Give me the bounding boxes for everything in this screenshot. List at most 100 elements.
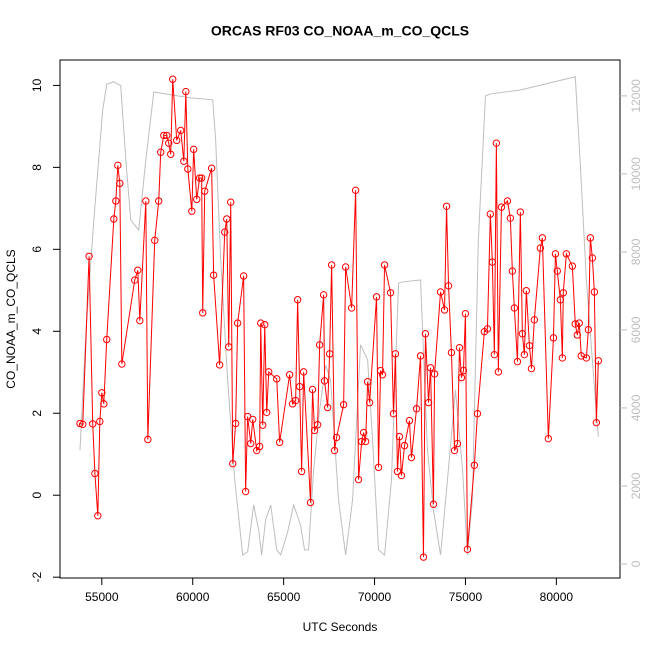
data-point [160, 131, 168, 140]
data-point [421, 330, 430, 338]
x-tick-label: 80000 [540, 590, 574, 604]
data-point [188, 207, 196, 215]
data-point [516, 208, 525, 216]
data-point [374, 463, 383, 472]
data-point [182, 87, 190, 96]
data-point [310, 426, 319, 435]
data-point [518, 330, 527, 338]
data-point [553, 267, 561, 275]
data-point [131, 276, 139, 284]
data-point [354, 475, 363, 484]
data-point [167, 150, 175, 158]
data-point [209, 271, 218, 279]
data-point [492, 139, 501, 147]
data-point [459, 366, 468, 375]
data-point [327, 261, 336, 269]
series-line [79, 76, 599, 557]
data-point [261, 321, 269, 329]
data-point [112, 197, 120, 205]
data-point [347, 304, 356, 312]
y2-tick-label: 0 [629, 560, 643, 567]
data-point [490, 350, 499, 359]
y2-tick-label: 12000 [629, 79, 643, 113]
data-point [522, 287, 531, 295]
data-point [508, 267, 517, 275]
data-point [562, 250, 571, 258]
data-point [527, 364, 536, 373]
data-point [416, 352, 425, 360]
data-point [295, 382, 304, 391]
data-point [536, 244, 545, 252]
data-point [110, 215, 118, 223]
data-point [577, 352, 585, 360]
data-point [486, 210, 495, 218]
x-tick-label: 60000 [176, 590, 210, 604]
data-point [249, 415, 257, 424]
data-point [341, 263, 350, 271]
data-point [513, 357, 522, 366]
data-point [592, 418, 601, 427]
data-point [363, 378, 372, 386]
data-point [197, 174, 206, 182]
data-point [291, 396, 300, 405]
data-point [265, 368, 273, 376]
data-point [85, 252, 93, 260]
data-point [503, 197, 512, 205]
data-point [447, 348, 456, 357]
data-point [180, 157, 188, 165]
data-point [227, 198, 235, 206]
data-point [444, 282, 453, 290]
data-point [588, 254, 597, 262]
data-point [429, 500, 438, 508]
data-point [231, 419, 240, 428]
data-point [114, 161, 122, 170]
chart-title: ORCAS RF03 CO_NOAA_m_CO_QCLS [211, 23, 469, 39]
data-point [223, 215, 231, 223]
data-point [273, 375, 281, 383]
data-point [103, 335, 111, 344]
data-point [590, 288, 599, 296]
data-point [544, 434, 553, 443]
data-point [380, 261, 389, 269]
data-point [558, 354, 567, 362]
data-point [239, 272, 248, 280]
data-point [586, 234, 595, 242]
data-point [549, 334, 558, 342]
data-point [320, 377, 329, 385]
data-point [393, 467, 402, 476]
data-point [412, 405, 421, 413]
x-tick-label: 65000 [267, 590, 301, 604]
data-point [98, 389, 106, 397]
data-point [376, 366, 385, 375]
data-point [332, 433, 341, 442]
data-point [391, 350, 400, 358]
y2-tick-label: 8000 [629, 238, 643, 265]
x-tick-label: 75000 [449, 590, 483, 604]
data-point [173, 136, 181, 145]
data-point [315, 341, 324, 349]
data-point [506, 214, 515, 222]
data-point [525, 341, 534, 350]
data-point [461, 309, 470, 318]
data-point [582, 354, 591, 362]
y-axis-label: CO_NOAA_m_CO_QCLS [4, 249, 18, 388]
data-point [263, 408, 271, 417]
data-point [100, 400, 108, 408]
data-point [365, 398, 374, 407]
data-point [494, 368, 503, 376]
data-point [568, 262, 577, 270]
data-point [221, 228, 229, 236]
y-tick-label: 4 [30, 328, 44, 335]
y2-tick-label: 10000 [629, 157, 643, 191]
y2-tick-label: 4000 [629, 394, 643, 421]
data-point [357, 437, 366, 446]
data-point [359, 428, 368, 437]
data-point [571, 320, 579, 328]
data-point [306, 498, 315, 507]
data-point [151, 236, 159, 245]
data-point [193, 195, 201, 204]
data-point [450, 446, 459, 455]
data-point [247, 439, 255, 448]
data-point [430, 370, 439, 378]
data-point [163, 131, 171, 140]
